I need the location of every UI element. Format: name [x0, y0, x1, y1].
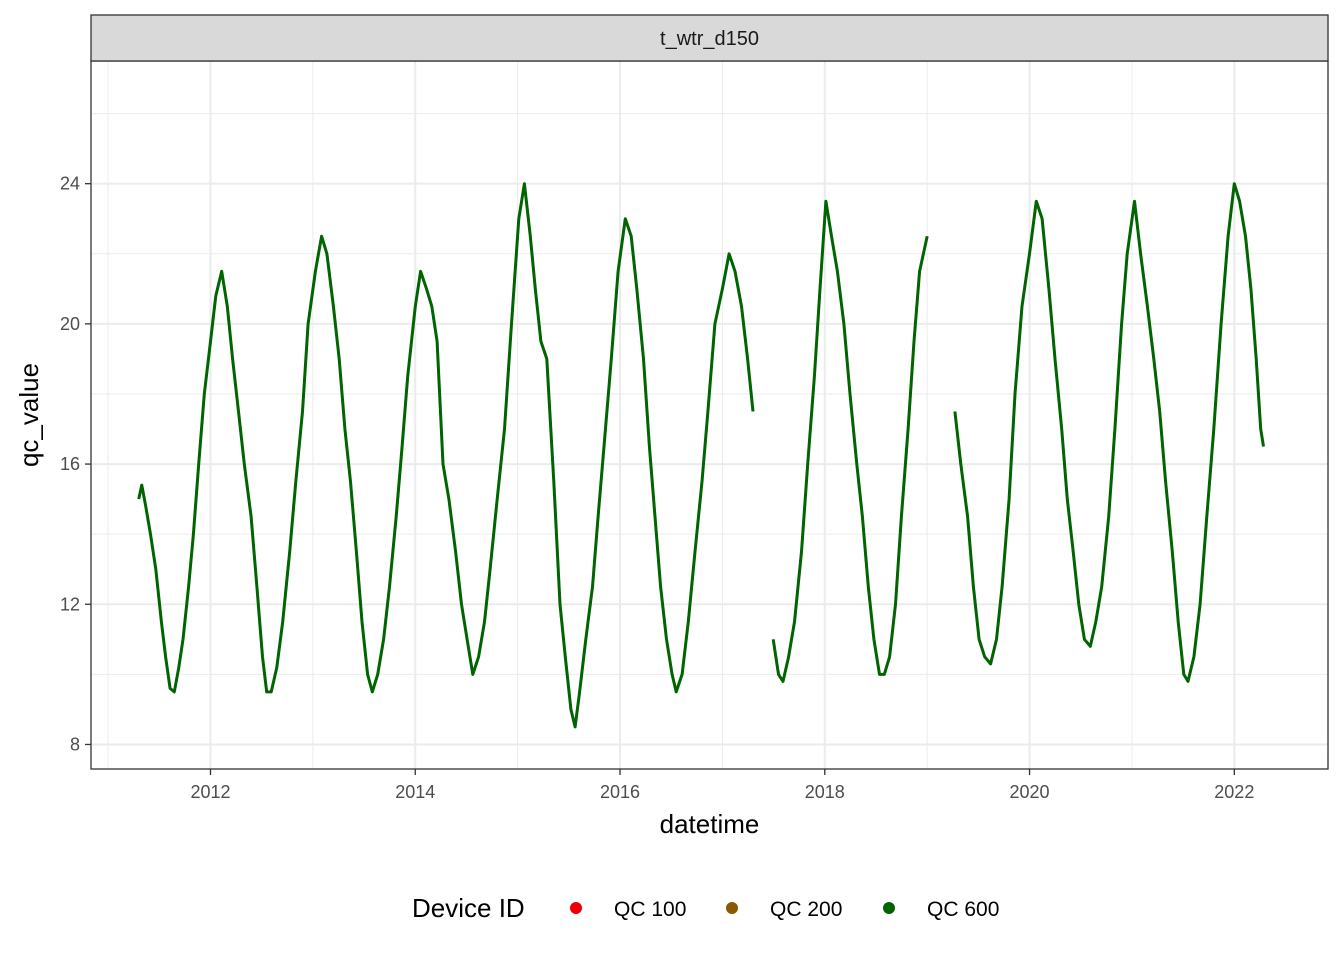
- grid-lines: [91, 61, 1328, 769]
- y-tick-label: 12: [60, 594, 80, 614]
- series-layer: [137, 182, 1265, 729]
- series-line-qc-600: [953, 182, 1265, 683]
- x-tick-label: 2016: [600, 782, 640, 802]
- x-tick-label: 2018: [805, 782, 845, 802]
- facet-strip-background: [90, 14, 1329, 62]
- y-tick-label: 16: [60, 454, 80, 474]
- series-line-qc-600: [137, 182, 755, 729]
- legend-title: Device ID: [412, 893, 525, 923]
- x-axis-title: datetime: [660, 809, 760, 839]
- x-tick-label: 2012: [190, 782, 230, 802]
- legend-item: QC 100: [570, 898, 686, 921]
- legend: Device ID QC 100 QC 200 QC 600: [412, 893, 999, 923]
- y-axis-ticks: 8 12 16 20 24: [60, 174, 91, 754]
- facet-strip: t_wtr_d150: [90, 14, 1329, 62]
- x-tick-label: 2022: [1214, 782, 1254, 802]
- series-line-qc-600: [771, 199, 929, 683]
- y-tick-label: 8: [70, 734, 80, 754]
- plot-background: [91, 61, 1328, 769]
- y-axis-title: qc_value: [14, 363, 44, 467]
- x-tick-label: 2014: [395, 782, 435, 802]
- legend-label: QC 100: [614, 898, 686, 921]
- legend-key-dot: [570, 902, 582, 914]
- legend-item: QC 200: [726, 898, 842, 921]
- y-tick-label: 20: [60, 314, 80, 334]
- x-axis-ticks: 2012 2014 2016 2018 2020 2022: [190, 769, 1254, 802]
- legend-label: QC 200: [770, 898, 842, 921]
- legend-label: QC 600: [927, 898, 999, 921]
- legend-item: QC 600: [883, 898, 999, 921]
- legend-key-dot: [726, 902, 738, 914]
- legend-key-dot: [883, 902, 895, 914]
- plot-panel: [91, 61, 1328, 769]
- y-tick-label: 24: [60, 174, 80, 194]
- x-tick-label: 2020: [1010, 782, 1050, 802]
- facet-strip-label: t_wtr_d150: [660, 28, 759, 50]
